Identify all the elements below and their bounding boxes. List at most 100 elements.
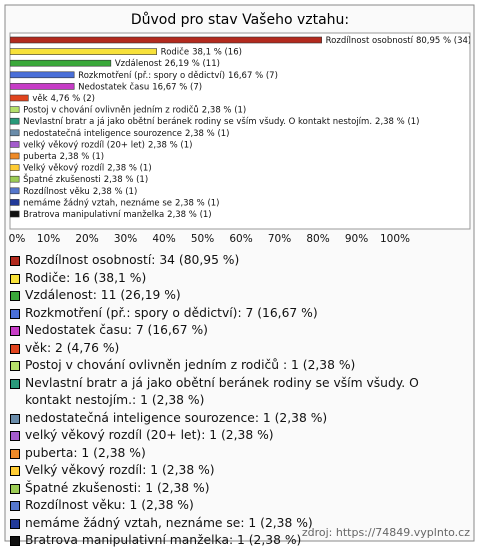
bar-value-label: 16,67 % (7) — [152, 82, 202, 92]
x-tick-label: 50% — [191, 233, 214, 245]
legend-item: Nedostatek času: 7 (16,67 %) — [10, 322, 465, 340]
legend-item: velký věkový rozdíl (20+ let): 1 (2,38 %… — [10, 427, 465, 445]
bar — [10, 83, 75, 90]
bar-value-label: 2,38 % (1) — [107, 164, 151, 174]
legend-swatch — [10, 361, 20, 371]
legend-label: puberta: 1 (2,38 %) — [25, 445, 146, 460]
bar — [10, 164, 20, 171]
bar-value-label: 2,38 % (1) — [148, 140, 192, 150]
bar-value-label: 2,38 % (1) — [202, 106, 246, 116]
legend-label: nedostatečná inteligence sourozence: 1 (… — [25, 410, 328, 425]
legend-item: Rozdílnost osobností: 34 (80,95 %) — [10, 252, 465, 270]
legend-item: nedostatečná inteligence sourozence: 1 (… — [10, 410, 465, 428]
legend-item: Rodiče: 16 (38,1 %) — [10, 270, 465, 288]
bar-value-label: 2,38 % (1) — [167, 210, 211, 220]
legend-label: velký věkový rozdíl (20+ let): 1 (2,38 %… — [25, 428, 274, 442]
legend-swatch — [10, 343, 20, 354]
legend-swatch — [10, 431, 20, 441]
legend-item: Nevlastní bratr a já jako obětní beránek… — [10, 375, 465, 410]
x-tick-label: 30% — [114, 233, 137, 245]
bar — [10, 175, 20, 183]
bar — [10, 117, 20, 125]
x-tick-label: 80% — [306, 233, 329, 245]
bar-category-label: Rodiče — [161, 47, 189, 58]
bar-category-label: Velký věkový rozdíl — [23, 164, 104, 174]
legend-item: Vzdálenost: 11 (26,19 %) — [10, 287, 465, 305]
source: zdroj: https://74849.vyplnto.cz — [301, 526, 470, 539]
x-tick-label: 10% — [37, 233, 60, 245]
legend-item: Velký věkový rozdíl: 1 (2,38 %) — [10, 462, 465, 480]
legend-swatch — [10, 466, 20, 476]
legend-swatch — [10, 448, 20, 459]
bar-category-label: Nevlastní bratr a já jako obětní beránek… — [23, 116, 372, 127]
bar-value-label: 2,38 % (1) — [104, 175, 148, 185]
legend-swatch — [10, 256, 20, 266]
bar — [10, 141, 20, 148]
bar-value-label: 2,38 % (1) — [185, 129, 229, 139]
x-tick-label: 90% — [345, 233, 368, 245]
x-tick-label: 20% — [75, 233, 98, 245]
legend-item: Rozkmotření (př.: spory o dědictví): 7 (… — [10, 305, 465, 323]
legend-label: Rodiče: 16 (38,1 %) — [25, 270, 147, 285]
bar-category-label: Bratrova manipulativní manželka — [23, 210, 164, 220]
bar-category-label: nedostatečná inteligence sourozence — [23, 128, 182, 139]
bar-value-label: 2,38 % (1) — [60, 152, 104, 162]
legend-item: Špatné zkušenosti: 1 (2,38 %) — [10, 480, 465, 498]
x-tick-label: 0% — [9, 233, 26, 245]
bar-value-label: 2,38 % (1) — [175, 198, 219, 208]
bar-category-label: puberta — [23, 152, 56, 162]
bar-category-label: Špatné zkušenosti — [23, 173, 101, 185]
legend-label: Vzdálenost: 11 (26,19 %) — [25, 288, 181, 302]
chart-title: Důvod pro stav Vašeho vztahu: — [131, 12, 349, 28]
x-tick-label: 40% — [152, 233, 175, 245]
legend-swatch — [10, 536, 20, 546]
legend-label: Nevlastní bratr a já jako obětní beránek… — [25, 375, 419, 408]
bar-category-label: Rozdílnost osobností — [326, 36, 414, 46]
legend-label: Nedostatek času: 7 (16,67 %) — [25, 323, 208, 337]
bar — [10, 36, 322, 44]
legend-swatch — [10, 483, 20, 494]
bar-category-label: Nedostatek času — [78, 81, 149, 92]
bar — [10, 187, 20, 195]
bar-category-label: Rozdílnost věku — [23, 187, 90, 197]
x-tick-label: 60% — [229, 233, 252, 245]
legend-label: nemáme žádný vztah, neznáme se: 1 (2,38 … — [25, 515, 313, 530]
legend-swatch — [10, 326, 20, 336]
legend-swatch — [10, 378, 20, 389]
bar — [10, 210, 20, 218]
x-tick-label: 100% — [380, 233, 410, 245]
bar — [10, 152, 20, 160]
bar-value-label: 80,95 % (34) — [416, 36, 471, 46]
legend-item: puberta: 1 (2,38 %) — [10, 445, 465, 463]
legend-swatch — [10, 501, 20, 511]
bar-value-label: 16,67 % (7) — [228, 71, 278, 81]
legend-swatch — [10, 291, 20, 301]
legend-swatch — [10, 413, 20, 424]
bar-value-label: 38,1 % (16) — [192, 48, 242, 58]
bar — [10, 48, 157, 55]
legend-label: Velký věkový rozdíl: 1 (2,38 %) — [25, 463, 215, 477]
bar — [10, 59, 112, 67]
legend-swatch — [10, 308, 20, 319]
legend-label: Bratrova manipulativní manželka: 1 (2,38… — [25, 533, 302, 547]
bar — [10, 199, 20, 206]
bar-value-label: 2,38 % (1) — [93, 187, 137, 197]
legend: Rozdílnost osobností: 34 (80,95 %) Rodiče… — [10, 252, 465, 547]
legend-item: Bratrova manipulativní manželka: 1 (2,38… — [10, 532, 465, 547]
bar-category-label: Postoj v chování ovlivněn jedním z rodič… — [23, 105, 199, 116]
bar — [10, 71, 75, 79]
legend-label: Rozdílnost věku: 1 (2,38 %) — [25, 498, 194, 512]
legend-item: nemáme žádný vztah, neznáme se: 1 (2,38 … — [10, 515, 465, 533]
legend-label: Postoj v chování ovlivněn jedním z rodič… — [25, 358, 356, 372]
bar-category-label: věk — [32, 94, 47, 104]
bar-category-label: Rozkmotření (př.: spory o dědictví) — [78, 71, 225, 81]
bar-value-label: 2,38 % (1) — [375, 117, 419, 127]
bar — [10, 106, 20, 113]
bar-category-label: Vzdálenost — [115, 59, 162, 69]
bar-category-label: nemáme žádný vztah, neznáme se — [23, 198, 172, 208]
legend-item: Rozdílnost věku: 1 (2,38 %) — [10, 497, 465, 515]
bar-value-label: 4,76 % (2) — [51, 94, 95, 104]
legend-label: věk: 2 (4,76 %) — [25, 340, 120, 355]
